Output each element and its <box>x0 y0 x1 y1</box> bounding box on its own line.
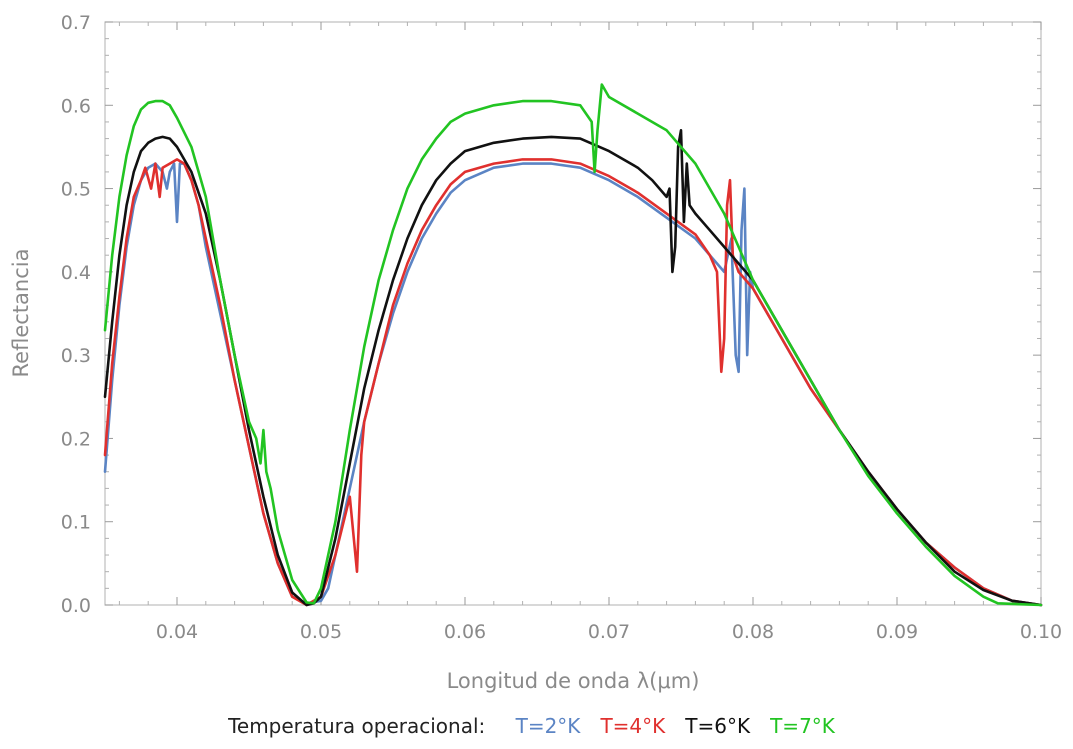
x-tick-label: 0.05 <box>300 621 342 643</box>
x-tick-label: 0.06 <box>444 621 486 643</box>
y-tick-label: 0.1 <box>61 512 91 534</box>
x-tick-label: 0.10 <box>1020 621 1062 643</box>
legend-title: Temperatura operacional: <box>228 714 486 738</box>
legend-item-4: T=7°K <box>770 714 835 738</box>
y-tick-labels: 0.0 0.1 0.2 0.3 0.4 0.5 0.6 0.7 <box>61 12 91 617</box>
y-tick-label: 0.2 <box>61 428 91 450</box>
axis-ticks <box>105 21 1042 606</box>
series-line-3 <box>103 129 1043 607</box>
series-line-4 <box>103 83 1043 607</box>
legend: Temperatura operacional: T=2°K T=4°K T=6°K… <box>0 714 1073 738</box>
series-lines <box>103 83 1043 607</box>
x-tick-label: 0.04 <box>156 621 198 643</box>
x-tick-label: 0.08 <box>732 621 774 643</box>
series-line-2 <box>103 158 1043 607</box>
x-tick-label: 0.09 <box>876 621 918 643</box>
legend-items: T=2°K T=4°K T=6°K T=7°K <box>506 714 845 738</box>
y-axis-title: Reflectancia <box>9 249 33 378</box>
y-tick-label: 0.7 <box>61 12 91 34</box>
x-axis-title: Longitud de onda λ(μm) <box>447 669 700 693</box>
series-line-1 <box>103 162 1043 607</box>
legend-item-1: T=2°K <box>515 714 581 738</box>
x-tick-labels: 0.04 0.05 0.06 0.07 0.08 0.09 0.10 <box>156 621 1062 643</box>
y-tick-label: 0.4 <box>61 262 91 284</box>
y-tick-label: 0.6 <box>61 95 91 117</box>
y-tick-label: 0.5 <box>61 179 91 201</box>
y-tick-label: 0.0 <box>61 595 91 617</box>
y-tick-label: 0.3 <box>61 345 91 367</box>
x-tick-label: 0.07 <box>588 621 630 643</box>
plot-frame <box>104 21 1042 606</box>
legend-item-2: T=4°K <box>600 714 666 738</box>
legend-item-3: T=6°K <box>685 714 751 738</box>
